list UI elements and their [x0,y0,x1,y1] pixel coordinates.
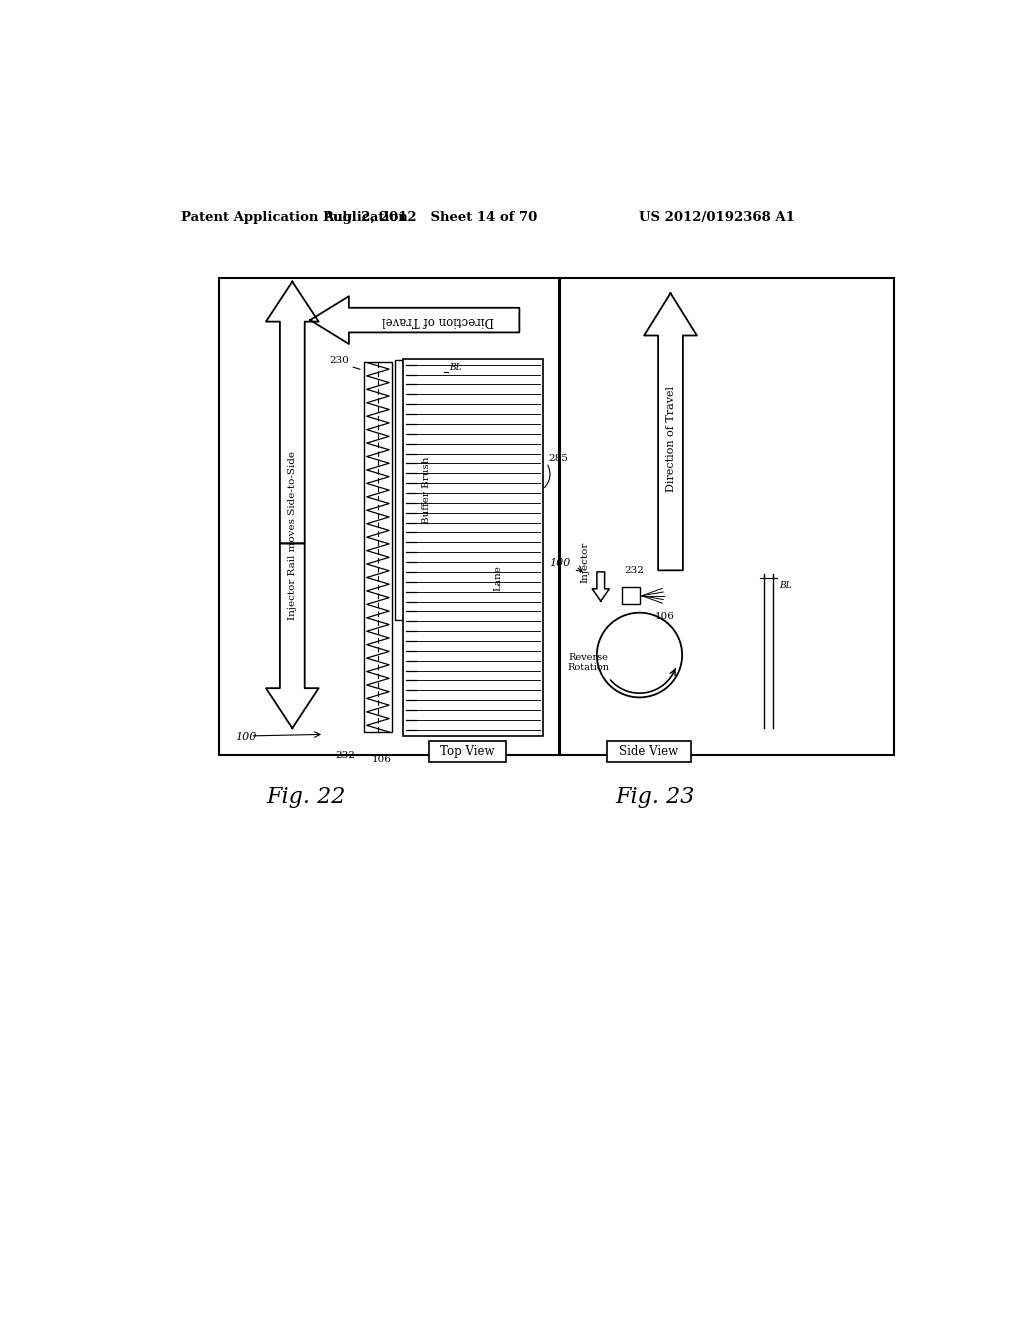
Text: Top View: Top View [440,744,495,758]
Text: 232: 232 [624,566,644,574]
Text: Direction of Travel: Direction of Travel [666,387,676,492]
Polygon shape [266,281,318,544]
Text: BL: BL [450,363,462,372]
Text: 230: 230 [329,356,349,364]
Text: 285: 285 [548,454,568,463]
Text: 100: 100 [549,557,570,568]
Bar [623,587,640,605]
Text: 106: 106 [655,612,675,620]
Bar [429,741,506,762]
Bar [607,741,690,762]
Text: Side View: Side View [620,744,678,758]
Circle shape [597,612,682,697]
Text: Aug. 2, 2012   Sheet 14 of 70: Aug. 2, 2012 Sheet 14 of 70 [324,211,538,224]
Text: 100: 100 [234,733,256,742]
Text: BL: BL [779,581,792,590]
Text: 232: 232 [336,751,355,759]
Bar [395,360,458,620]
Text: Injector: Injector [581,543,590,583]
Polygon shape [266,544,318,729]
Text: 106: 106 [372,755,392,763]
Text: US 2012/0192368 A1: US 2012/0192368 A1 [639,211,795,224]
Text: Reverse
Rotation: Reverse Rotation [567,653,609,672]
Text: Patent Application Publication: Patent Application Publication [180,211,408,224]
Polygon shape [644,293,697,570]
Text: Fig. 23: Fig. 23 [615,787,694,808]
Text: Fig. 22: Fig. 22 [266,787,346,808]
Text: Lane: Lane [494,565,503,591]
Bar [365,363,391,733]
Bar [403,359,543,737]
Bar [560,277,894,755]
Text: Direction of Travel: Direction of Travel [382,314,494,326]
Polygon shape [310,296,519,345]
Bar [219,277,559,755]
Text: Buffer Brush: Buffer Brush [422,457,431,524]
Text: Injector Rail moves Side-to-Side: Injector Rail moves Side-to-Side [288,451,297,620]
Polygon shape [592,572,609,601]
